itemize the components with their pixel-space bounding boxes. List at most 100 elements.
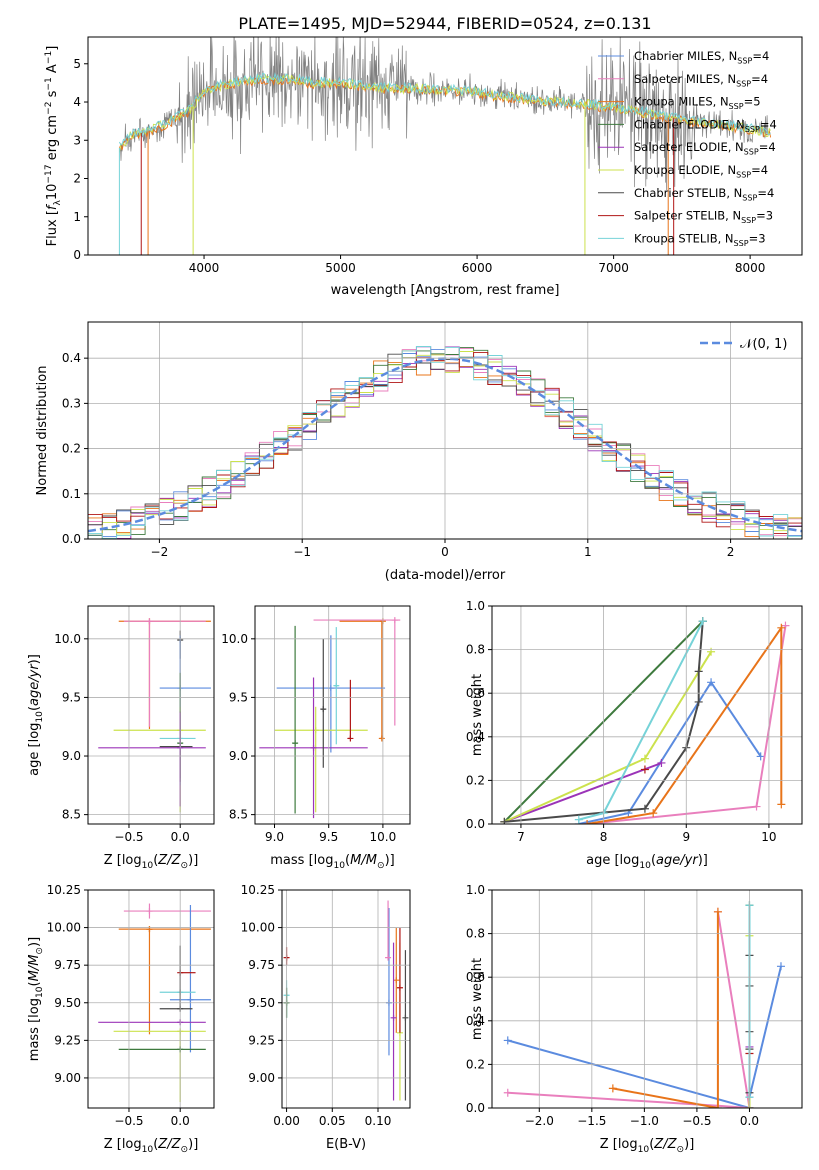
plot-background	[492, 606, 802, 824]
y-tick-label: 9.75	[54, 958, 81, 972]
x-axis-label: wavelength [Angstrom, rest frame]	[331, 283, 560, 298]
series-marker	[640, 754, 649, 763]
y-tick-label: 3	[73, 133, 81, 147]
x-axis-label: Z [log10(Z/Z⊙)]	[104, 1137, 199, 1155]
series-marker	[752, 802, 761, 811]
x-tick-label: 0.10	[365, 1114, 392, 1128]
x-tick-label: 7000	[598, 261, 629, 275]
series-line	[504, 762, 662, 823]
legend-label: Chabrier MILES, NSSP=4	[634, 49, 769, 65]
y-tick-label: 10.0	[54, 632, 81, 646]
series-marker	[640, 804, 649, 813]
x-tick-label: 5000	[325, 261, 356, 275]
y-tick-label: 9.00	[54, 1071, 81, 1085]
y-tick-label: 10.25	[241, 883, 275, 897]
x-axis-label: age [log10(age/yr)]	[586, 853, 708, 871]
y-tick-label: 9.5	[62, 690, 81, 704]
plot-area	[259, 617, 401, 819]
legend-label: Salpeter ELODIE, NSSP=4	[634, 140, 776, 156]
x-tick-label: 0.00	[273, 1114, 300, 1128]
data-point	[402, 1014, 409, 1021]
weight-vs-age-panel: 7 8 9 10 0.0 0.2 0.4 0.6 0.8 1.0 age [log10(age/yr…	[466, 599, 803, 871]
y-tick-label: 9.25	[54, 1033, 81, 1047]
y-axis-label: age [log10(age/yr)]	[27, 654, 45, 776]
data-point	[146, 618, 153, 625]
y-tick-label: 0	[73, 248, 81, 262]
x-tick-label: 0.05	[319, 1114, 346, 1128]
y-tick-label: 8.5	[229, 808, 248, 822]
x-tick-label: 0.0	[740, 1114, 759, 1128]
x-tick-label: 0	[441, 545, 449, 559]
y-tick-label: 0.8	[466, 927, 485, 941]
mass-vs-ebv-panel: 0.00 0.05 0.10 9.00 9.25 9.50 9.75 10.00 10.25 E(…	[241, 883, 411, 1152]
y-tick-label: 10.00	[47, 921, 81, 935]
y-tick-label: 8.5	[62, 808, 81, 822]
series-marker	[694, 697, 703, 706]
x-tick-label: 6000	[462, 261, 493, 275]
series-marker	[503, 1036, 512, 1045]
y-tick-label: 10.0	[221, 632, 248, 646]
y-tick-label: 4	[73, 95, 81, 109]
legend-label: Salpeter MILES, NSSP=4	[634, 72, 768, 88]
x-tick-label: 0.0	[171, 830, 190, 844]
y-tick-label: 0.0	[466, 1101, 485, 1115]
series-marker	[694, 667, 703, 676]
y-axis-label: mass weight	[470, 958, 485, 1040]
x-tick-label: 4000	[189, 261, 220, 275]
y-tick-label: 1.0	[466, 883, 485, 897]
y-tick-label: 5	[73, 57, 81, 71]
data-point	[292, 740, 299, 747]
y-tick-label: 0.0	[62, 532, 81, 546]
legend-label: Chabrier STELIB, NSSP=4	[634, 186, 774, 202]
model-spectrum	[118, 74, 772, 151]
axes-frame	[281, 889, 411, 1109]
x-tick-label: −0.5	[114, 1114, 143, 1128]
x-tick-label: 10	[761, 830, 776, 844]
series-line	[504, 621, 704, 823]
series-marker	[707, 678, 716, 687]
axes-frame	[254, 605, 411, 825]
x-tick-label: 9.0	[265, 830, 284, 844]
mass-vs-metallicity-panel: −0.5 0.0 9.00 9.25 9.50 9.75 10.00 10.25 Z [log1…	[27, 883, 215, 1155]
y-tick-label: 0.4	[466, 730, 485, 744]
data-point	[146, 908, 153, 915]
y-tick-label: 9.50	[54, 996, 81, 1010]
weight-vs-metallicity-panel: −2.0 −1.5 −1.0 −0.5 0.0 0.0 0.2 0.4 0.6 0.8 1.0 Z […	[466, 883, 803, 1155]
data-point	[347, 735, 354, 742]
series-line	[586, 624, 783, 824]
data-point	[385, 954, 392, 961]
y-tick-label: 9.00	[248, 1071, 275, 1085]
x-tick-label: 10.0	[370, 830, 397, 844]
y-tick-label: 9.0	[229, 749, 248, 763]
figure-title: PLATE=1495, MJD=52944, FIBERID=0524, z=0…	[238, 14, 651, 33]
x-tick-label: 2	[727, 545, 735, 559]
y-tick-label: 0.2	[466, 1057, 485, 1071]
y-tick-label: 9.0	[62, 749, 81, 763]
data-point	[320, 706, 327, 713]
y-tick-label: 0.4	[466, 1014, 485, 1028]
plot-background	[88, 37, 802, 255]
x-axis-label: Z [log10(Z/Z⊙)]	[600, 1137, 695, 1155]
series-marker	[713, 907, 722, 916]
plot-background	[255, 606, 410, 824]
series-marker	[777, 800, 786, 809]
axes-frame	[87, 605, 215, 825]
y-axis-label: Normed distribution	[35, 366, 50, 496]
y-tick-label: 9.75	[248, 958, 275, 972]
axes-frame	[87, 889, 215, 1109]
series-marker	[698, 617, 707, 626]
residuals-panel: −2 −1 0 1 2 0.0 0.1 0.2 0.3 0.4 (data-model)/error…	[35, 321, 803, 583]
axes-frame	[491, 889, 803, 1109]
series-marker	[503, 1088, 512, 1097]
y-axis-label: mass weight	[470, 674, 485, 756]
y-tick-label: 0.3	[62, 396, 81, 410]
y-tick-label: 1.0	[466, 599, 485, 613]
legend-label: Chabrier ELODIE, NSSP=4	[634, 117, 777, 133]
y-tick-label: 9.50	[248, 996, 275, 1010]
data-point	[378, 735, 385, 742]
x-tick-label: −2.0	[525, 1114, 554, 1128]
y-tick-label: 0.0	[466, 817, 485, 831]
y-tick-label: 0.1	[62, 487, 81, 501]
y-tick-label: 0.2	[466, 773, 485, 787]
plot-background	[282, 890, 410, 1108]
